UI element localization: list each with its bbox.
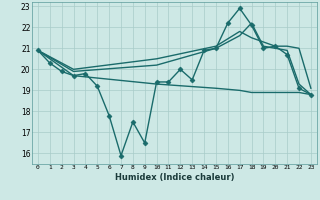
X-axis label: Humidex (Indice chaleur): Humidex (Indice chaleur) <box>115 173 234 182</box>
